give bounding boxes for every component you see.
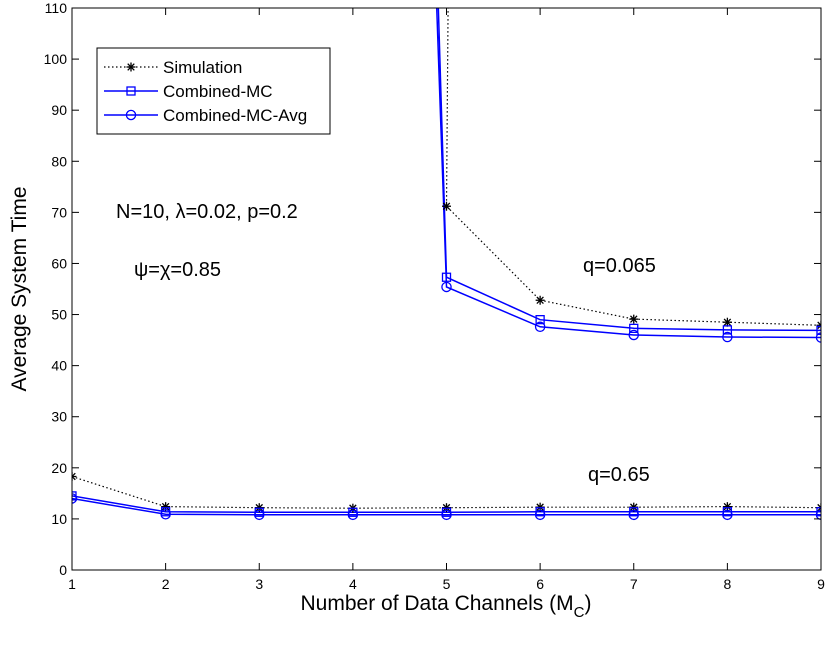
x-tick-label: 6 bbox=[536, 576, 544, 592]
x-axis-label-main: Number of Data Channels (M bbox=[301, 592, 574, 615]
x-tick-label: 8 bbox=[723, 576, 731, 592]
legend-label-combined-mc: Combined-MC bbox=[163, 82, 273, 101]
x-tick-label: 7 bbox=[630, 576, 638, 592]
series-simulation-q-0-65-point bbox=[72, 472, 77, 482]
legend: Simulation Combined-MC Combined-MC-Avg bbox=[96, 47, 331, 135]
legend-marker-shape bbox=[126, 86, 136, 96]
x-axis-label-close: ) bbox=[584, 592, 591, 615]
x-tick-label: 2 bbox=[162, 576, 170, 592]
x-tick-label: 1 bbox=[68, 576, 76, 592]
series-combined-mc-q-0-065-point bbox=[535, 315, 545, 325]
series-combined-mc-avg-q-0-65-point bbox=[534, 509, 546, 521]
y-tick-label: 70 bbox=[51, 204, 67, 220]
series-combined-mc-q-0-065-point bbox=[441, 272, 452, 282]
series-layer bbox=[72, 8, 821, 516]
series-simulation-q-0-065-point bbox=[629, 314, 639, 324]
y-axis-label: Average System Time bbox=[8, 186, 31, 391]
x-tick-label: 9 bbox=[817, 576, 825, 592]
legend-marker-combined-mc bbox=[126, 86, 136, 96]
legend-label-combined-mc-avg: Combined-MC-Avg bbox=[163, 106, 307, 125]
series-combined-mc-avg-q-0-065-point bbox=[722, 331, 733, 343]
series-simulation-q-0-065-point bbox=[535, 295, 545, 305]
series-combined-mc-avg-q-0-65-line bbox=[72, 497, 821, 516]
legend-marker-shape bbox=[126, 62, 136, 72]
series-combined-mc-avg-q-0-65-point bbox=[815, 509, 821, 521]
series-simulation-q-0-065-point bbox=[442, 201, 451, 211]
y-tick-label: 40 bbox=[51, 358, 67, 374]
series-combined-mc-q-0-065-point bbox=[816, 325, 821, 336]
y-tick-label: 110 bbox=[45, 0, 68, 16]
y-tick-label: 0 bbox=[59, 562, 67, 578]
legend-marker-shape bbox=[125, 109, 137, 121]
y-tick-label: 90 bbox=[51, 102, 67, 118]
series-combined-mc-q-0-065-point bbox=[629, 323, 639, 333]
legend-marker-simulation bbox=[126, 62, 136, 72]
series-combined-mc-avg-q-0-65-point bbox=[722, 509, 733, 521]
series-combined-mc-q-0-65-line bbox=[72, 495, 821, 514]
series-combined-mc-avg-q-0-065-point bbox=[815, 332, 821, 343]
legend-marker-combined-mc-avg bbox=[125, 109, 137, 121]
y-tick-label: 10 bbox=[51, 511, 67, 527]
series-combined-mc-avg-q-0-065-point bbox=[441, 281, 452, 293]
x-tick-label: 5 bbox=[443, 576, 451, 592]
y-tick-label: 60 bbox=[51, 255, 67, 271]
series-combined-mc-avg-q-0-65-point bbox=[628, 509, 640, 521]
series-combined-mc-q-0-065-point bbox=[722, 325, 733, 335]
annotation-psi: ψ=χ=0.85 bbox=[134, 259, 221, 281]
series-combined-mc-avg-q-0-65-point bbox=[160, 509, 171, 520]
series-simulation-q-0-065-point bbox=[722, 317, 732, 327]
series-combined-mc-avg-q-0-065-point bbox=[534, 321, 546, 333]
x-axis-label: Number of Data Channels (MC) bbox=[301, 592, 592, 621]
y-tick-label: 20 bbox=[51, 460, 67, 476]
y-tick-label: 100 bbox=[44, 51, 68, 67]
series-combined-mc-avg-q-0-65-point bbox=[253, 509, 265, 521]
series-combined-mc-avg-q-0-065-line bbox=[435, 8, 821, 339]
y-tick-label: 80 bbox=[51, 153, 67, 169]
marker-layer bbox=[72, 201, 821, 521]
x-axis-label-subscript: C bbox=[574, 604, 585, 621]
annotation-q-high: q=0.065 bbox=[583, 255, 656, 277]
series-combined-mc-avg-q-0-65-point bbox=[441, 509, 452, 521]
series-simulation-q-0-065-point bbox=[816, 320, 821, 330]
x-tick-label: 3 bbox=[255, 576, 263, 592]
legend-label-simulation: Simulation bbox=[163, 58, 242, 77]
y-tick-label: 50 bbox=[51, 307, 67, 323]
x-tick-label: 4 bbox=[349, 576, 357, 592]
annotation-q-low: q=0.65 bbox=[588, 464, 650, 486]
y-tick-label: 30 bbox=[51, 409, 67, 425]
series-simulation-q-0-65-line bbox=[72, 475, 821, 509]
series-simulation-q-0-065-line bbox=[445, 8, 821, 326]
annotation-params: N=10, λ=0.02, p=0.2 bbox=[116, 201, 298, 223]
series-combined-mc-avg-q-0-65-point bbox=[347, 509, 359, 521]
series-combined-mc-avg-q-0-065-point bbox=[628, 329, 640, 341]
series-simulation-q-0-65-point bbox=[161, 502, 171, 512]
